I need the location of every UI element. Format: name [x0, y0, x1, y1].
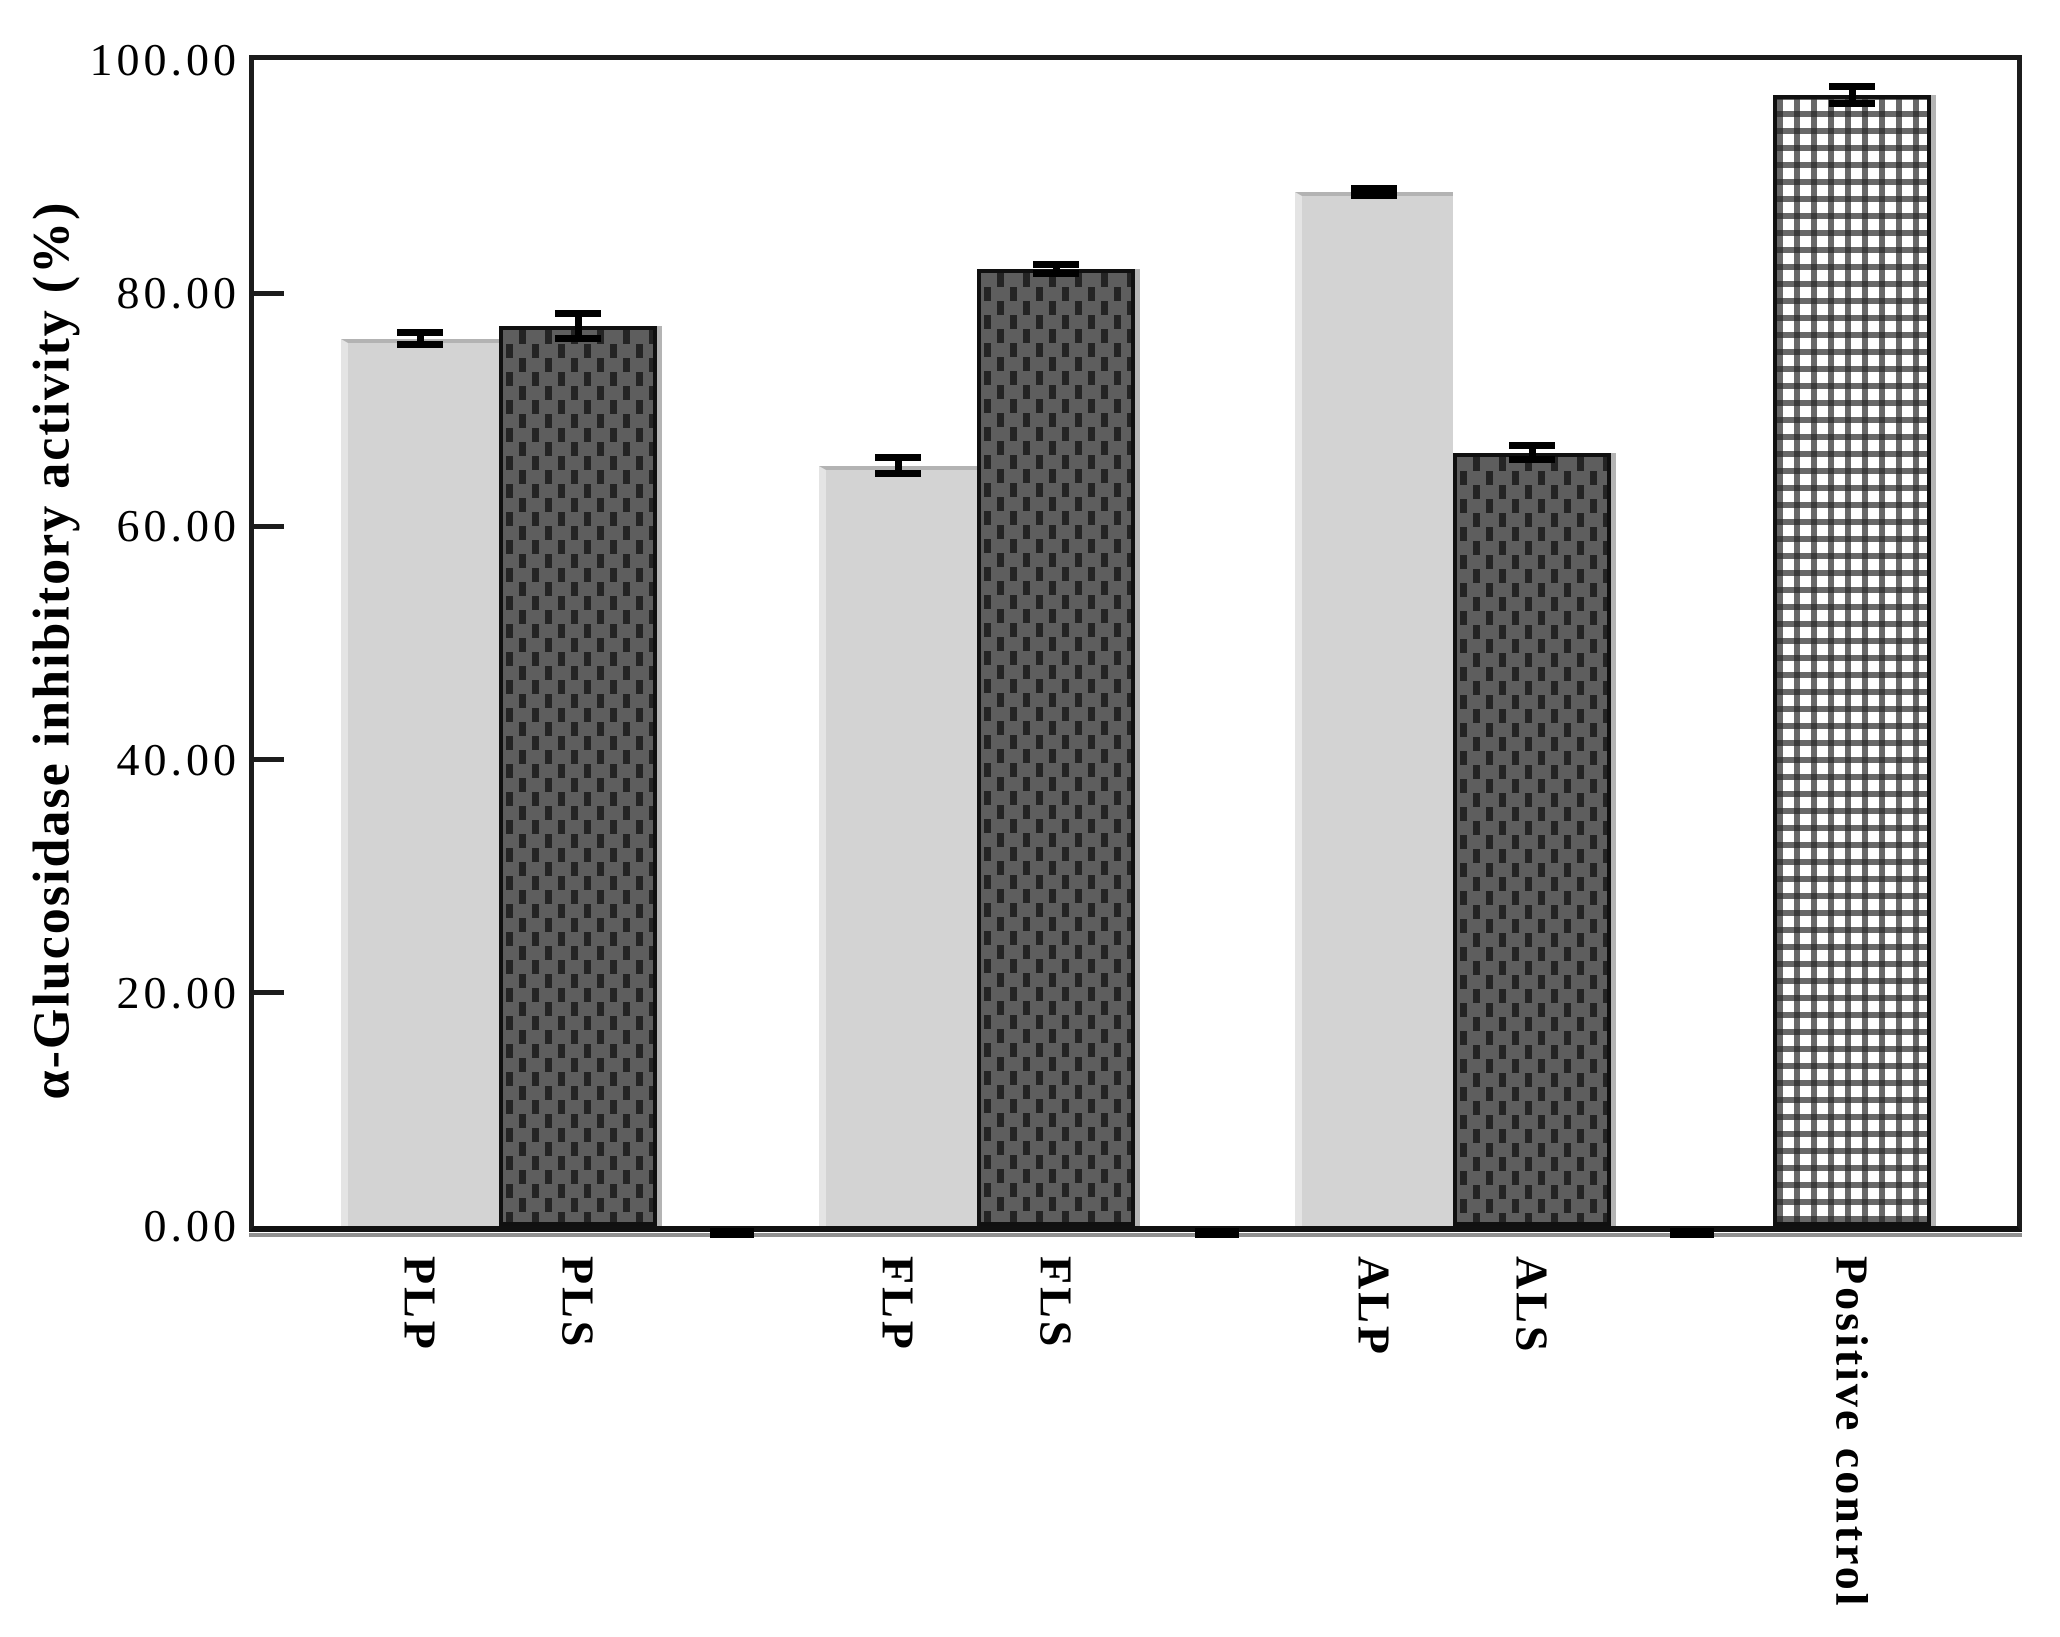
- error-bar-cap-bottom: [875, 470, 921, 478]
- y-tick-mark: [254, 523, 284, 529]
- bar-als: [1453, 452, 1611, 1226]
- category-label-alp: ALP: [1348, 1256, 1400, 1357]
- y-tick-label: 100.00: [89, 34, 240, 85]
- y-tick-mark: [254, 290, 284, 296]
- error-bar-cap-bottom: [1351, 191, 1397, 199]
- category-label-pls: PLS: [552, 1256, 604, 1350]
- y-tick-mark: [254, 757, 284, 763]
- error-bar-line: [1848, 86, 1856, 104]
- group-separator-tick: [710, 1228, 754, 1238]
- category-label-flp: FLP: [872, 1256, 924, 1352]
- error-bar-cap-top: [1351, 184, 1397, 192]
- y-tick-label: 20.00: [116, 966, 240, 1018]
- y-tick-label: 80.00: [116, 267, 240, 319]
- error-bar-cap-bottom: [1829, 99, 1875, 107]
- error-bar-cap-top: [1033, 260, 1079, 268]
- x-axis-underline: [249, 1233, 2022, 1237]
- error-bar-cap-bottom: [1033, 269, 1079, 277]
- error-bar-cap-bottom: [555, 335, 601, 343]
- plot-area: [249, 55, 2022, 1232]
- bar-alp: [1295, 191, 1453, 1226]
- category-label-als: ALS: [1506, 1256, 1558, 1355]
- y-tick-label: 40.00: [116, 733, 240, 785]
- error-bar-line: [1052, 264, 1060, 274]
- y-tick-label: 0.00: [143, 1200, 240, 1251]
- category-label-plp: PLP: [394, 1256, 446, 1352]
- error-bar-cap-top: [1509, 442, 1555, 450]
- y-tick-mark: [254, 990, 284, 996]
- error-bar-line: [894, 457, 902, 474]
- bar-positive-control: [1773, 94, 1931, 1226]
- error-bar-cap-top: [397, 329, 443, 337]
- category-label-fls: FLS: [1030, 1256, 1082, 1350]
- bar-flp: [819, 465, 977, 1226]
- bar-fls: [977, 268, 1135, 1226]
- group-separator-tick: [1670, 1228, 1714, 1238]
- bar-plp: [341, 338, 499, 1226]
- error-bar-cap-bottom: [397, 341, 443, 349]
- category-label-positive-control: Positive control: [1826, 1256, 1878, 1609]
- error-bar-cap-top: [1829, 83, 1875, 91]
- error-bar-line: [416, 332, 424, 345]
- y-tick-label: 60.00: [116, 500, 240, 552]
- bar-pls: [499, 325, 657, 1226]
- group-separator-tick: [1195, 1228, 1239, 1238]
- error-bar-line: [574, 313, 582, 339]
- error-bar-cap-top: [555, 309, 601, 317]
- error-bar-cap-bottom: [1509, 456, 1555, 464]
- error-bar-cap-top: [875, 454, 921, 462]
- error-bar-line: [1528, 445, 1536, 460]
